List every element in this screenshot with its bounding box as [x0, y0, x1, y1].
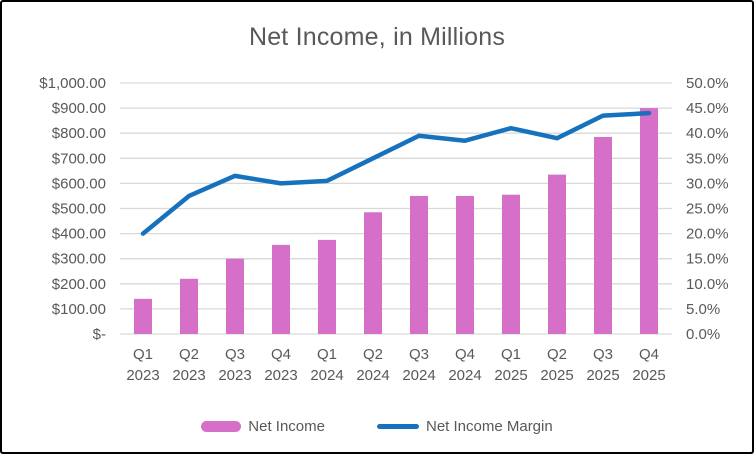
left-axis-tick-label: $600.00 — [52, 175, 106, 192]
right-axis-tick-label: 5.0% — [686, 301, 720, 318]
legend-label-net-income: Net Income — [248, 417, 325, 435]
left-axis-tick-label: $1,000.00 — [39, 75, 106, 92]
x-axis-tick-label: 2023 — [218, 367, 251, 384]
x-axis-tick-label: 2025 — [632, 367, 665, 384]
x-axis-tick-label: Q2 — [363, 346, 383, 363]
left-axis-tick-label: $900.00 — [52, 100, 106, 117]
x-axis-tick-label: Q2 — [547, 346, 567, 363]
net-income-bar — [272, 244, 290, 334]
x-axis-tick-label: 2025 — [586, 367, 619, 384]
x-axis-tick-label: Q2 — [179, 346, 199, 363]
right-axis-tick-label: 30.0% — [686, 175, 729, 192]
right-axis-tick-label: 25.0% — [686, 201, 729, 218]
net-income-bar — [180, 278, 198, 334]
x-axis-tick-label: Q3 — [409, 346, 429, 363]
net-income-bar — [226, 258, 244, 334]
x-axis-tick-label: Q4 — [639, 346, 659, 363]
legend-item-net-income: Net Income — [201, 418, 325, 435]
net-income-bar — [456, 195, 474, 334]
x-axis-tick-label: Q3 — [593, 346, 613, 363]
net-income-bar — [410, 195, 428, 334]
chart-title: Net Income, in Millions — [248, 23, 506, 51]
net-income-bar — [502, 194, 520, 334]
x-axis-tick-label: Q1 — [501, 346, 521, 363]
legend-item-net-income-margin: Net Income Margin — [376, 417, 553, 435]
right-axis-tick-label: 20.0% — [686, 226, 729, 243]
chart-legend: Net Income Net Income Margin — [2, 410, 752, 442]
net-income-bar — [364, 212, 382, 334]
net-income-bar — [548, 174, 566, 334]
left-axis-tick-label: $800.00 — [52, 125, 106, 142]
x-axis-tick-label: 2023 — [264, 367, 297, 384]
left-axis-tick-label: $700.00 — [52, 150, 106, 167]
legend-label-net-income-margin: Net Income Margin — [425, 417, 553, 435]
x-axis-tick-label: Q1 — [317, 346, 337, 363]
net-income-margin-line — [140, 110, 652, 236]
net-income-margin-swatch-icon — [376, 423, 419, 429]
right-axis-tick-label: 15.0% — [686, 251, 729, 268]
net-income-swatch-icon — [201, 420, 242, 432]
x-axis-tick-label: 2024 — [402, 367, 435, 384]
left-axis-tick-label: $400.00 — [52, 226, 106, 243]
net-income-bar — [134, 298, 152, 334]
x-axis-tick-label: Q1 — [133, 346, 153, 363]
x-axis-tick-label: 2023 — [126, 367, 159, 384]
x-axis-tick-label: 2024 — [448, 367, 481, 384]
x-axis-tick-label: 2025 — [540, 367, 573, 384]
left-axis-tick-label: $- — [93, 326, 106, 343]
net-income-bar — [640, 108, 658, 334]
net-income-bar — [318, 239, 336, 334]
right-axis-tick-label: 40.0% — [686, 125, 729, 142]
x-axis-tick-label: Q4 — [455, 346, 475, 363]
right-axis-tick-label: 50.0% — [686, 75, 729, 92]
x-axis-tick-label: 2024 — [310, 367, 343, 384]
net-income-bar — [594, 136, 612, 334]
x-axis-tick-label: Q3 — [225, 346, 245, 363]
right-axis-tick-label: 0.0% — [686, 326, 720, 343]
x-axis-tick-label: Q4 — [271, 346, 291, 363]
x-axis-tick-label: 2025 — [494, 367, 527, 384]
left-axis-tick-label: $300.00 — [52, 251, 106, 268]
x-axis-tick-label: 2024 — [356, 367, 389, 384]
right-axis-tick-label: 10.0% — [686, 276, 729, 293]
left-axis-tick-label: $100.00 — [52, 301, 106, 318]
left-axis-tick-label: $500.00 — [52, 201, 106, 218]
left-axis-tick-label: $200.00 — [52, 276, 106, 293]
right-axis-tick-label: 45.0% — [686, 100, 729, 117]
x-axis-tick-label: 2023 — [172, 367, 205, 384]
right-axis-tick-label: 35.0% — [686, 150, 729, 167]
